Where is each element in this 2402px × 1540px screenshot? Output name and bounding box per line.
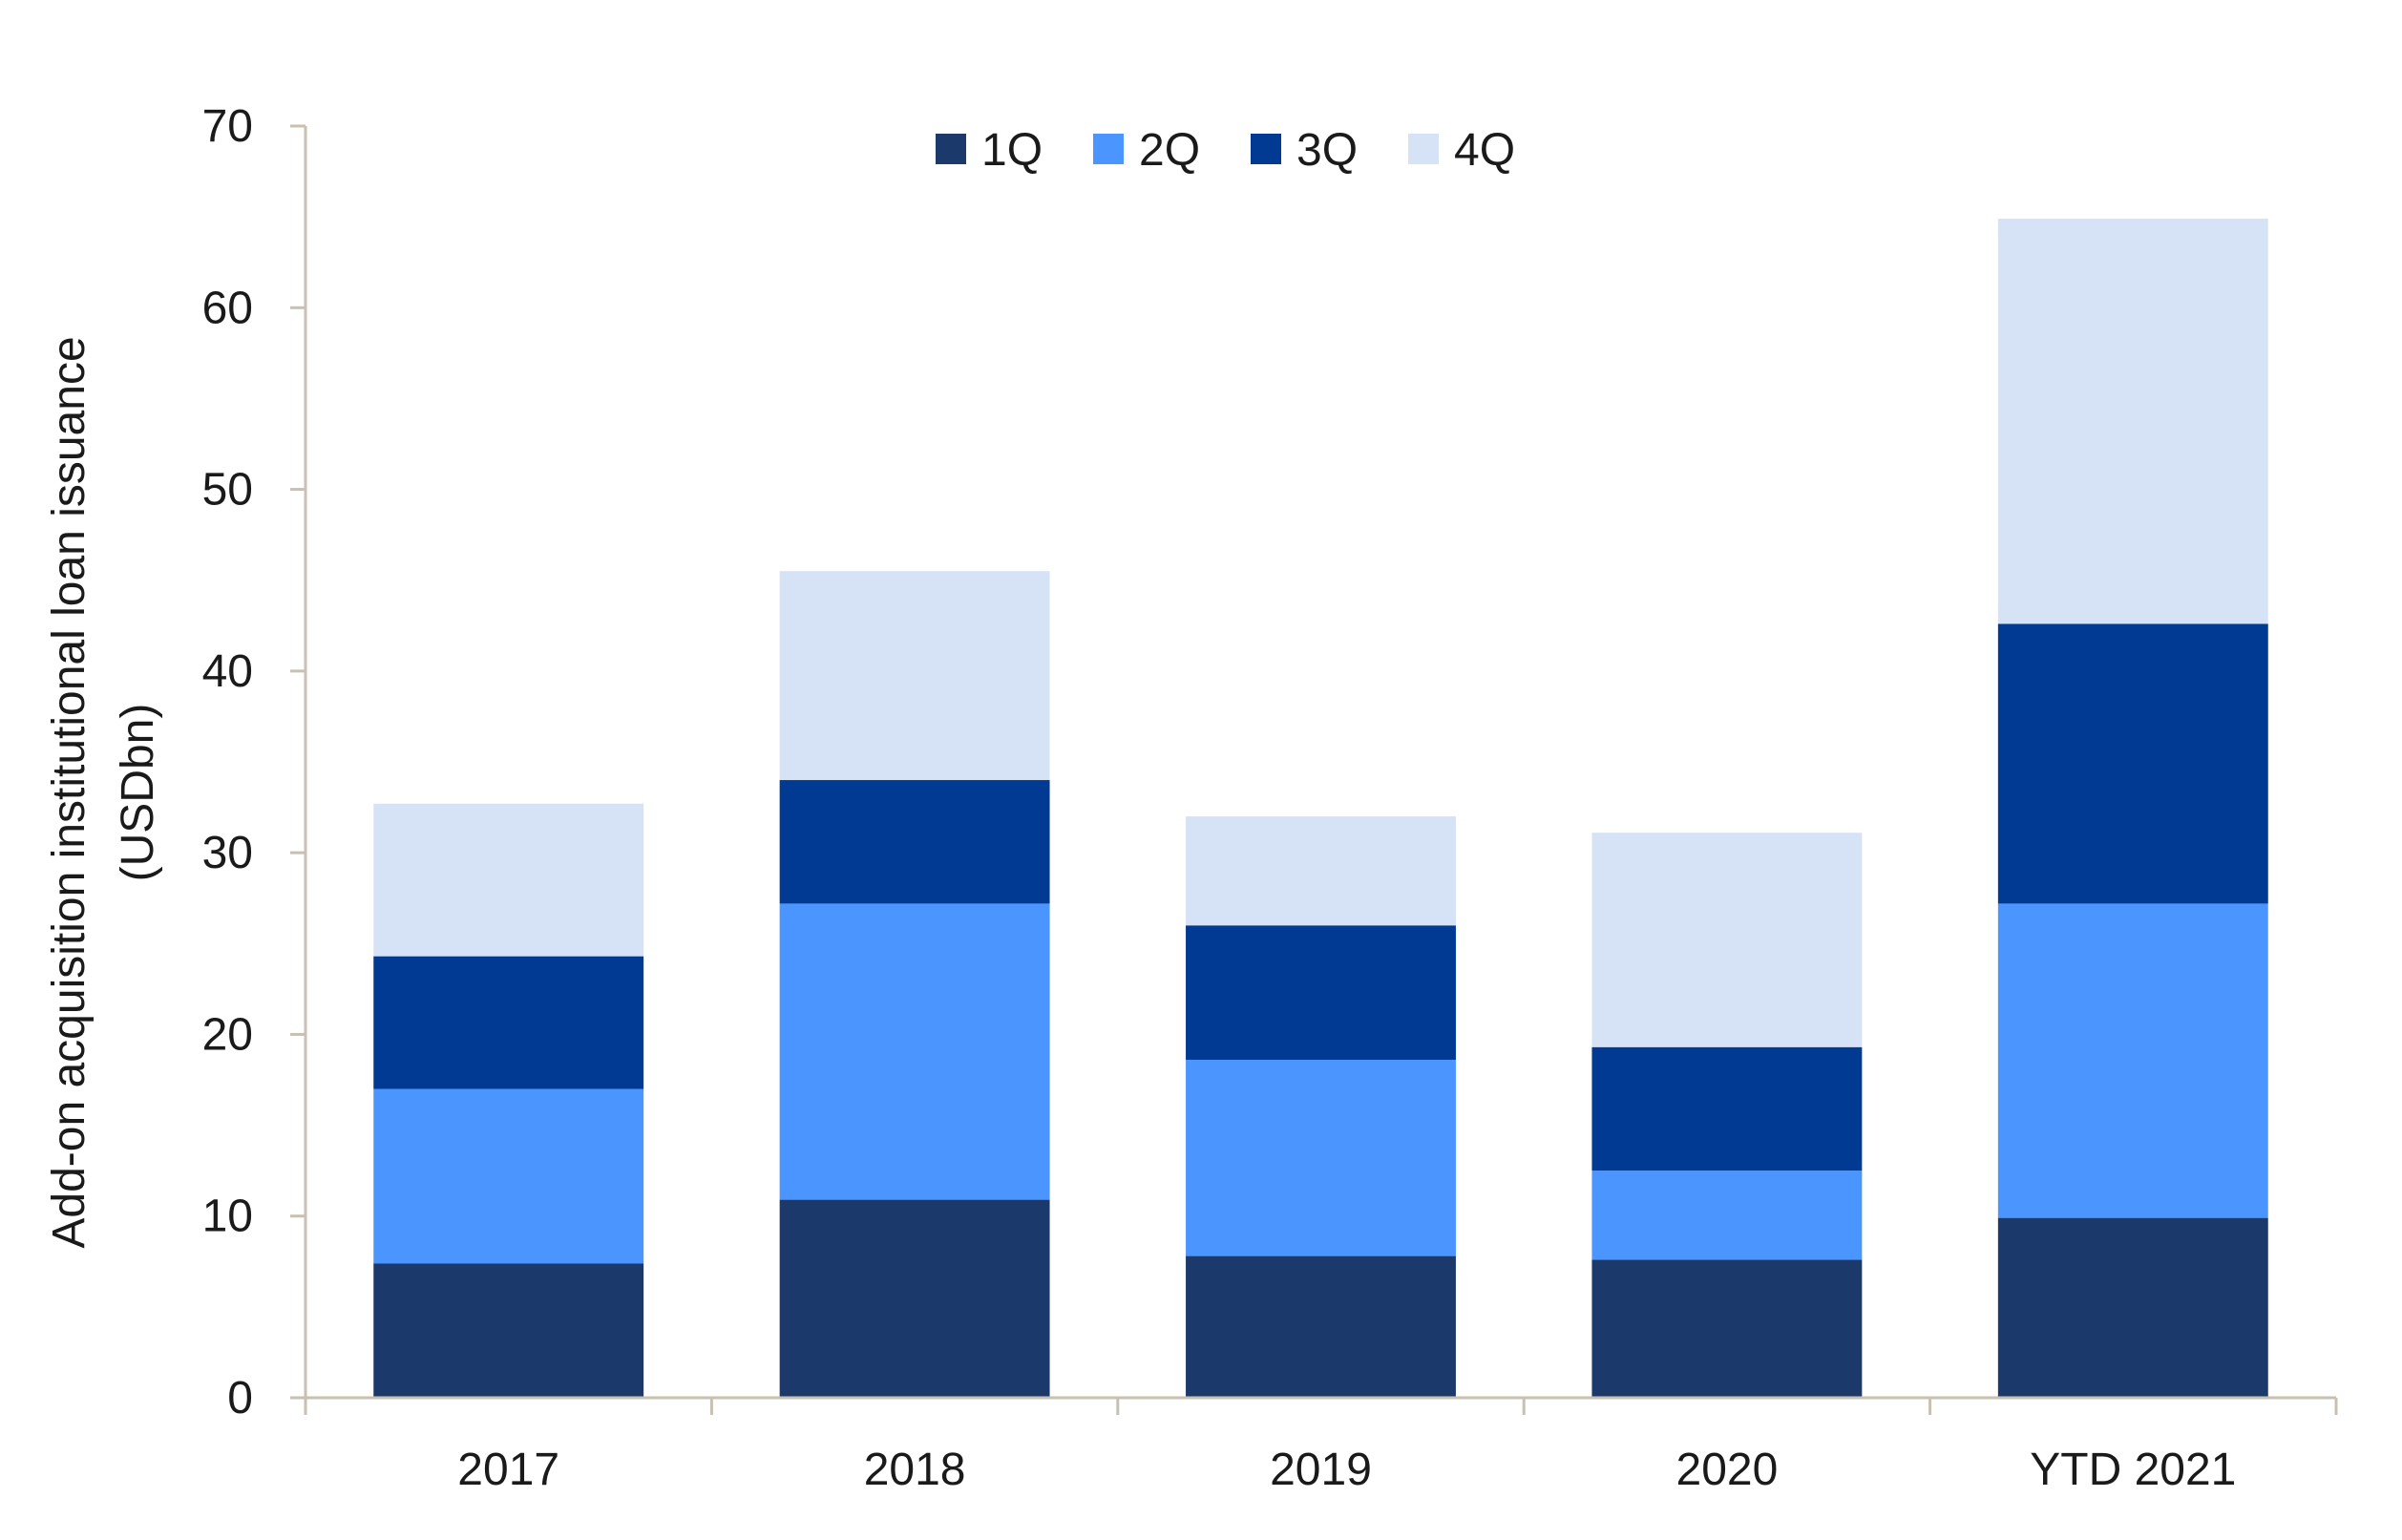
legend-label-1Q: 1Q — [981, 125, 1043, 176]
bar-1Q-2017 — [373, 1263, 644, 1398]
plot-area — [373, 219, 2268, 1398]
legend-label-4Q: 4Q — [1454, 125, 1515, 176]
bar-3Q-2017 — [373, 956, 644, 1089]
legend-label-2Q: 2Q — [1139, 125, 1200, 176]
legend-swatch-2Q — [1093, 134, 1124, 164]
bar-1Q-2018 — [779, 1199, 1050, 1398]
bar-3Q-2019 — [1186, 925, 1456, 1061]
y-tick-label: 0 — [227, 1373, 253, 1424]
bar-3Q-YTD-2021 — [1997, 623, 2268, 904]
bar-4Q-YTD-2021 — [1997, 219, 2268, 624]
bar-4Q-2019 — [1186, 816, 1456, 926]
bar-1Q-2020 — [1591, 1259, 1863, 1398]
bar-2Q-2019 — [1186, 1060, 1456, 1256]
bar-3Q-2018 — [779, 780, 1050, 904]
x-tick-label: 2020 — [1676, 1445, 1779, 1495]
bar-2Q-YTD-2021 — [1997, 903, 2268, 1218]
bar-2Q-2018 — [779, 903, 1050, 1200]
legend-swatch-3Q — [1251, 134, 1281, 164]
legend-swatch-4Q — [1408, 134, 1439, 164]
y-axis-title-line-1: Add-on acquisition institutional loan is… — [44, 336, 95, 1248]
bar-2Q-2020 — [1591, 1171, 1863, 1260]
legend-swatch-1Q — [936, 134, 966, 164]
y-axis: 0 10 20 30 40 50 60 70 — [202, 101, 307, 1424]
bar-1Q-YTD-2021 — [1997, 1217, 2268, 1398]
y-tick-label: 10 — [202, 1192, 253, 1242]
y-tick-label: 30 — [202, 828, 253, 878]
y-tick-label: 70 — [202, 101, 253, 152]
bar-4Q-2017 — [373, 803, 644, 957]
bar-1Q-2019 — [1186, 1255, 1456, 1398]
bar-2Q-2017 — [373, 1088, 644, 1264]
y-axis-title: Add-on acquisition institutional loan is… — [44, 336, 163, 1248]
x-tick-label: 2018 — [864, 1445, 966, 1495]
legend: 1Q 2Q 3Q 4Q — [936, 125, 1515, 176]
bar-4Q-2018 — [779, 571, 1050, 781]
x-tick-label: 2019 — [1270, 1445, 1372, 1495]
y-tick-label: 40 — [202, 646, 253, 697]
legend-label-3Q: 3Q — [1296, 125, 1358, 176]
x-axis: 2017 2018 2019 2020 YTD 2021 — [304, 1396, 2338, 1495]
x-tick-label: YTD 2021 — [2030, 1445, 2236, 1495]
y-tick-label: 20 — [202, 1009, 253, 1060]
y-tick-label: 50 — [202, 465, 253, 516]
y-tick-label: 60 — [202, 283, 253, 333]
bar-3Q-2020 — [1591, 1046, 1863, 1171]
x-tick-label: 2017 — [457, 1445, 559, 1495]
y-axis-title-line-2: (USDbn) — [113, 704, 163, 882]
bar-4Q-2020 — [1591, 833, 1863, 1047]
